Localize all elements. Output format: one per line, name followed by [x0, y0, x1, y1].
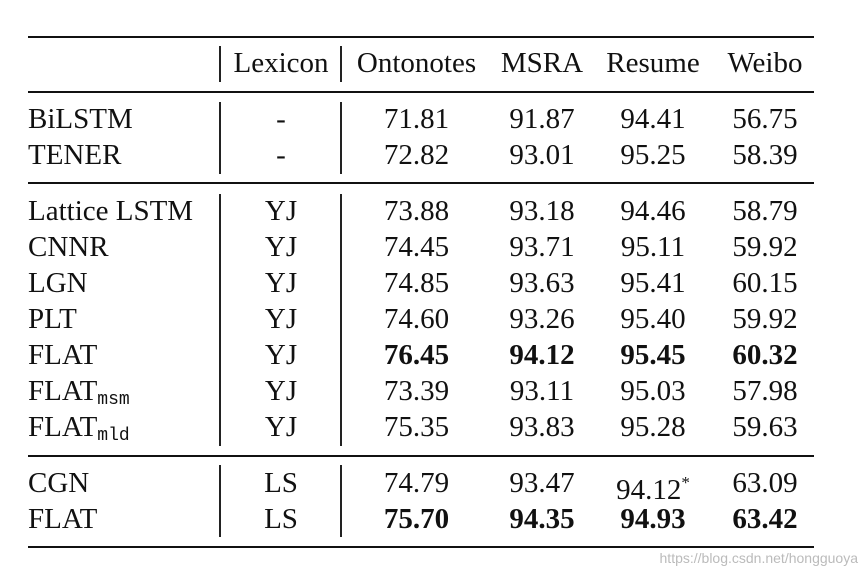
ontonotes-score: 74.85 [383, 267, 450, 299]
weibo-score: 59.92 [732, 303, 798, 335]
col-separator-right [340, 102, 342, 174]
header-lexicon: Lexicon [233, 47, 329, 79]
asterisk-mark: * [681, 473, 690, 492]
lexicon-cell: YJ [264, 195, 298, 227]
col-separator-right [340, 194, 342, 446]
ontonotes-score: 74.79 [383, 467, 450, 499]
resume-score-best: 94.93 [620, 503, 686, 535]
method-name: FLATmld [28, 409, 130, 454]
group-rule-2 [28, 455, 814, 457]
msra-score: 93.63 [509, 267, 575, 299]
lexicon-cell: YJ [264, 267, 298, 299]
msra-score: 93.83 [509, 411, 575, 443]
lexicon-cell: YJ [264, 411, 298, 443]
resume-score: 94.12* [597, 465, 709, 508]
resume-score: 95.11 [620, 231, 686, 263]
method-name: CGN [28, 467, 90, 499]
resume-score-best: 95.45 [620, 339, 686, 371]
col-separator-left [219, 194, 221, 446]
resume-score: 94.46 [620, 195, 686, 227]
lexicon-cell: LS [264, 503, 298, 535]
method-name: CNNR [28, 231, 109, 263]
ontonotes-score: 73.88 [383, 195, 450, 227]
msra-score: 93.71 [509, 231, 575, 263]
ontonotes-score: 75.35 [383, 411, 450, 443]
weibo-score: 56.75 [732, 103, 798, 135]
method-name: PLT [28, 303, 77, 335]
ontonotes-score-best: 75.70 [383, 503, 450, 535]
msra-score: 93.26 [509, 303, 575, 335]
lexicon-cell: - [276, 103, 286, 135]
ontonotes-score: 74.60 [383, 303, 450, 335]
resume-score: 95.25 [620, 139, 686, 171]
ontonotes-score: 73.39 [383, 375, 450, 407]
resume-score: 94.41 [620, 103, 686, 135]
weibo-score-best: 60.32 [732, 339, 798, 371]
method-name: FLAT [28, 503, 98, 535]
header-weibo: Weibo [727, 47, 803, 79]
resume-score: 95.40 [620, 303, 686, 335]
bottom-rule [28, 546, 814, 548]
weibo-score: 57.98 [732, 375, 798, 407]
ontonotes-score: 71.81 [383, 103, 450, 135]
col-separator-right [340, 46, 342, 82]
resume-value: 94.12 [616, 474, 682, 506]
method-name: FLATmsm [28, 373, 130, 418]
lexicon-cell: LS [264, 467, 298, 499]
method-name: FLAT [28, 339, 98, 371]
weibo-score-best: 63.42 [732, 503, 798, 535]
top-rule [28, 36, 814, 38]
col-separator-left [219, 102, 221, 174]
header-rule [28, 91, 814, 93]
method-name: LGN [28, 267, 88, 299]
msra-score: 93.01 [509, 139, 575, 171]
lexicon-cell: YJ [264, 375, 298, 407]
header-ontonotes: Ontonotes [356, 47, 477, 79]
lexicon-cell: YJ [264, 231, 298, 263]
method-name: Lattice LSTM [28, 195, 194, 227]
lexicon-cell: YJ [264, 303, 298, 335]
col-separator-left [219, 465, 221, 537]
resume-score: 95.41 [620, 267, 686, 299]
method-name: TENER [28, 139, 122, 171]
ontonotes-score: 74.45 [383, 231, 450, 263]
resume-score: 95.28 [620, 411, 686, 443]
method-subscript: mld [97, 426, 130, 446]
msra-score-best: 94.35 [509, 503, 575, 535]
lexicon-cell: - [276, 139, 286, 171]
method-base: FLAT [28, 411, 98, 443]
col-separator-right [340, 465, 342, 537]
weibo-score: 58.79 [732, 195, 798, 227]
method-base: FLAT [28, 375, 98, 407]
ontonotes-score: 72.82 [383, 139, 450, 171]
msra-score: 93.18 [509, 195, 575, 227]
method-name: BiLSTM [28, 103, 133, 135]
msra-score: 93.11 [509, 375, 575, 407]
msra-score: 91.87 [509, 103, 575, 135]
weibo-score: 59.63 [732, 411, 798, 443]
ontonotes-score-best: 76.45 [383, 339, 450, 371]
group-rule-1 [28, 182, 814, 184]
msra-score-best: 94.12 [509, 339, 575, 371]
weibo-score: 59.92 [732, 231, 798, 263]
header-msra: MSRA [500, 47, 584, 79]
col-separator-left [219, 46, 221, 82]
header-resume: Resume [606, 47, 700, 79]
msra-score: 93.47 [509, 467, 575, 499]
watermark: https://blog.csdn.net/hongguoya [659, 550, 858, 566]
method-subscript: msm [97, 390, 130, 410]
weibo-score: 60.15 [732, 267, 798, 299]
weibo-score: 58.39 [732, 139, 798, 171]
weibo-score: 63.09 [732, 467, 798, 499]
resume-score: 95.03 [620, 375, 686, 407]
lexicon-cell: YJ [264, 339, 298, 371]
